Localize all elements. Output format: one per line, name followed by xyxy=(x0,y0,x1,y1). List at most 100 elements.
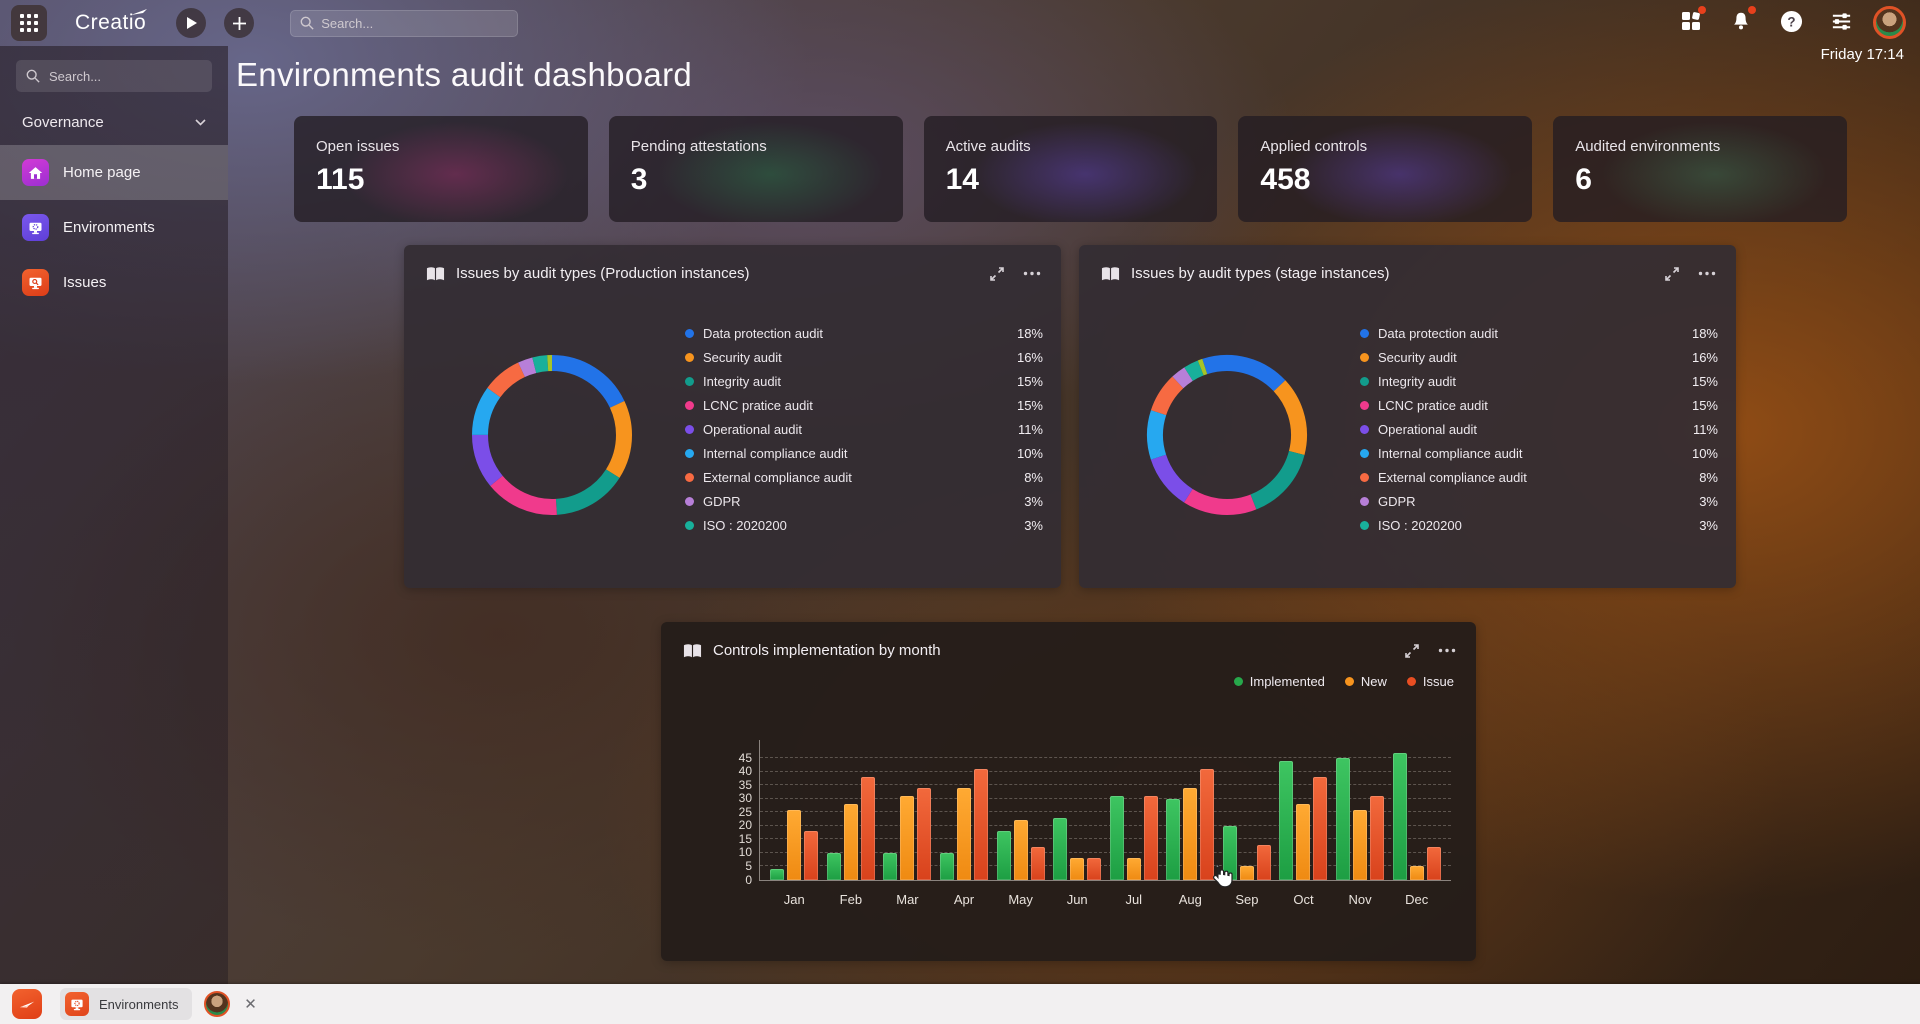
bar-issue[interactable] xyxy=(1200,768,1215,880)
legend-item[interactable]: Internal compliance audit 10% xyxy=(685,441,1043,465)
bar-new[interactable] xyxy=(1296,804,1311,880)
taskbar-close-button[interactable]: ✕ xyxy=(244,996,257,1013)
expand-button[interactable] xyxy=(1404,643,1420,659)
more-menu-button[interactable] xyxy=(1438,648,1456,653)
bar-issue[interactable] xyxy=(1030,847,1045,880)
app-launcher-button[interactable] xyxy=(11,5,47,41)
bar-new[interactable] xyxy=(900,795,915,880)
bar-issue[interactable] xyxy=(860,776,875,880)
legend-item[interactable]: Integrity audit 15% xyxy=(685,369,1043,393)
legend-item[interactable]: Operational audit 11% xyxy=(685,417,1043,441)
bar-issue[interactable] xyxy=(804,831,819,880)
bar-issue[interactable] xyxy=(1143,795,1158,880)
bar-implemented[interactable] xyxy=(940,852,955,880)
legend-item[interactable]: ISO : 2020200 3% xyxy=(685,513,1043,537)
bar-issue[interactable] xyxy=(1256,844,1271,880)
bar-implemented[interactable] xyxy=(1109,795,1124,880)
donut-segment[interactable] xyxy=(472,355,632,515)
bar-issue[interactable] xyxy=(917,787,932,880)
bar-new[interactable] xyxy=(1239,866,1254,880)
legend-item[interactable]: ISO : 2020200 3% xyxy=(1360,513,1718,537)
settings-button[interactable] xyxy=(1828,8,1854,34)
legend-item[interactable]: GDPR 3% xyxy=(1360,489,1718,513)
kpi-card-audited-environments[interactable]: Audited environments 6 xyxy=(1553,116,1847,222)
global-search-input[interactable]: Search... xyxy=(290,9,519,37)
kpi-card-applied-controls[interactable]: Applied controls 458 xyxy=(1238,116,1533,222)
legend-item[interactable]: Security audit 16% xyxy=(685,345,1043,369)
expand-button[interactable] xyxy=(1664,266,1680,282)
workspace-selector[interactable]: Governance xyxy=(22,114,206,131)
legend-item[interactable]: Integrity audit 15% xyxy=(1360,369,1718,393)
donut-segment[interactable] xyxy=(472,355,632,515)
donut-segment[interactable] xyxy=(1136,344,1317,525)
marketplace-button[interactable] xyxy=(1678,6,1706,34)
donut-segment[interactable] xyxy=(1136,344,1317,525)
legend-item[interactable]: Security audit 16% xyxy=(1360,345,1718,369)
legend-item-new[interactable]: New xyxy=(1344,674,1387,689)
kpi-card-open-issues[interactable]: Open issues 115 xyxy=(294,116,588,222)
bar-issue[interactable] xyxy=(1426,847,1441,880)
legend-item[interactable]: Operational audit 11% xyxy=(1360,417,1718,441)
donut-segment[interactable] xyxy=(1136,344,1317,525)
bar-new[interactable] xyxy=(1013,820,1028,880)
donut-segment[interactable] xyxy=(1136,344,1317,525)
bar-new[interactable] xyxy=(1183,787,1198,880)
sidebar-item-home-page[interactable]: Home page xyxy=(0,145,228,200)
donut-segment[interactable] xyxy=(1136,344,1317,525)
bar-implemented[interactable] xyxy=(996,831,1011,880)
legend-item[interactable]: External compliance audit 8% xyxy=(685,465,1043,489)
legend-item[interactable]: Data protection audit 18% xyxy=(1360,321,1718,345)
bar-new[interactable] xyxy=(957,787,972,880)
bar-implemented[interactable] xyxy=(1166,798,1181,880)
bar-new[interactable] xyxy=(787,809,802,880)
legend-item-issue[interactable]: Issue xyxy=(1406,674,1454,689)
bar-implemented[interactable] xyxy=(883,852,898,880)
legend-item[interactable]: GDPR 3% xyxy=(685,489,1043,513)
expand-button[interactable] xyxy=(989,266,1005,282)
bar-new[interactable] xyxy=(1126,858,1141,880)
bar-issue[interactable] xyxy=(974,768,989,880)
legend-item[interactable]: External compliance audit 8% xyxy=(1360,465,1718,489)
sidebar-item-environments[interactable]: Environments xyxy=(0,200,228,255)
bar-new[interactable] xyxy=(1409,866,1424,880)
taskbar-creatio-button[interactable] xyxy=(12,989,42,1019)
add-new-button[interactable] xyxy=(224,8,255,38)
donut-segment[interactable] xyxy=(1136,344,1317,525)
donut-segment[interactable] xyxy=(1136,344,1317,525)
kpi-card-pending-attestations[interactable]: Pending attestations 3 xyxy=(608,116,903,222)
bar-implemented[interactable] xyxy=(1222,825,1237,880)
more-menu-button[interactable] xyxy=(1023,271,1041,276)
user-avatar[interactable] xyxy=(1873,6,1906,39)
bar-implemented[interactable] xyxy=(1392,752,1407,880)
taskbar-tab-environments[interactable]: Environments xyxy=(60,988,193,1020)
help-button[interactable]: ? xyxy=(1778,8,1804,34)
more-menu-button[interactable] xyxy=(1698,271,1716,276)
bar-implemented[interactable] xyxy=(1336,758,1351,880)
legend-item[interactable]: Data protection audit 18% xyxy=(685,321,1043,345)
donut-segment[interactable] xyxy=(472,355,632,515)
donut-segment[interactable] xyxy=(1136,344,1317,525)
sidebar-item-issues[interactable]: Issues xyxy=(0,255,228,310)
bar-issue[interactable] xyxy=(1370,795,1385,880)
donut-segment[interactable] xyxy=(472,355,632,515)
sidebar-search-input[interactable]: Search... xyxy=(16,60,212,92)
legend-item[interactable]: LCNC pratice audit 15% xyxy=(1360,393,1718,417)
bar-issue[interactable] xyxy=(1313,776,1328,880)
run-process-button[interactable] xyxy=(176,8,207,38)
donut-segment[interactable] xyxy=(1136,344,1317,525)
bar-implemented[interactable] xyxy=(770,869,785,880)
bar-new[interactable] xyxy=(843,804,858,880)
legend-item[interactable]: LCNC pratice audit 15% xyxy=(685,393,1043,417)
notifications-button[interactable] xyxy=(1728,6,1756,34)
donut-segment[interactable] xyxy=(1136,344,1317,525)
bar-implemented[interactable] xyxy=(1279,760,1294,880)
bar-implemented[interactable] xyxy=(826,852,841,880)
kpi-card-active-audits[interactable]: Active audits 14 xyxy=(923,116,1218,222)
bar-implemented[interactable] xyxy=(1053,817,1068,880)
bar-issue[interactable] xyxy=(1087,858,1102,880)
taskbar-user-avatar[interactable] xyxy=(204,991,231,1017)
bar-new[interactable] xyxy=(1353,809,1368,880)
legend-item-implemented[interactable]: Implemented xyxy=(1233,674,1325,689)
legend-item[interactable]: Internal compliance audit 10% xyxy=(1360,441,1718,465)
bar-new[interactable] xyxy=(1070,858,1085,880)
